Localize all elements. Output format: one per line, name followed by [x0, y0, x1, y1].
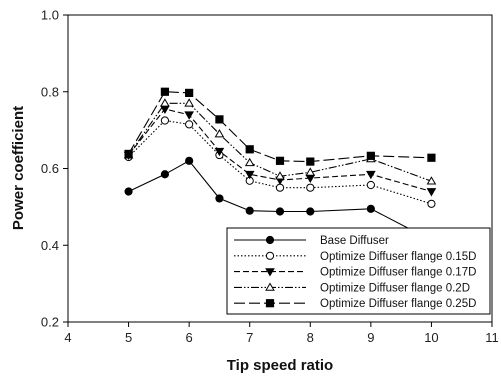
- legend-marker-1: [265, 251, 275, 260]
- data-point-s4-p4: [245, 145, 254, 154]
- legend: Base Diffuser Optimize Diffuser flange 0.…: [226, 227, 491, 315]
- legend-marker-4: [265, 299, 275, 308]
- y-tick-label: 0.8: [41, 84, 59, 99]
- data-point-s0-p6: [306, 207, 315, 216]
- y-tick-label: 1.0: [41, 8, 59, 23]
- data-point-s1-p8: [427, 199, 436, 208]
- data-point-s4-p2: [185, 88, 194, 98]
- data-point-s0-p4: [245, 206, 254, 215]
- x-axis-ticks: 4 5 6 7 8 9 10 11: [64, 322, 499, 345]
- data-point-s1-p1: [160, 116, 170, 125]
- data-point-s2-p3: [214, 147, 225, 157]
- data-point-s2-p4: [244, 170, 255, 180]
- legend-marker-0: [265, 235, 275, 245]
- data-point-s1-p5: [275, 183, 285, 192]
- x-tick-label: 6: [186, 330, 193, 345]
- data-point-s0-p0: [124, 187, 133, 196]
- data-point-s3-p6: [305, 167, 316, 176]
- series-line-4: [128, 91, 432, 163]
- legend-marker-3: [265, 282, 275, 291]
- data-point-s4-p6: [306, 157, 315, 166]
- data-point-s1-p7: [366, 180, 375, 190]
- data-point-s3-p1: [160, 98, 170, 107]
- x-tick-label: 10: [424, 330, 438, 345]
- data-point-s3-p2: [184, 98, 194, 107]
- y-tick-label: 0.4: [41, 238, 59, 253]
- data-point-s4-p7: [366, 151, 375, 160]
- y-axis-ticks: 0.2 0.4 0.6 0.8 1.0: [41, 8, 68, 330]
- data-point-s0-p5: [275, 207, 285, 216]
- data-point-s0-p7: [366, 204, 375, 213]
- data-point-s0-p1: [160, 170, 170, 179]
- x-tick-label: 4: [64, 330, 71, 345]
- data-point-s4-p1: [160, 87, 170, 96]
- data-point-s3-p4: [244, 157, 255, 167]
- legend-label-4: Optimize Diffuser flange 0.25D: [320, 298, 476, 310]
- data-point-s1-p2: [185, 120, 194, 129]
- data-point-s1-p6: [306, 183, 315, 192]
- x-tick-label: 7: [246, 330, 253, 345]
- legend-label-1: Optimize Diffuser flange 0.15D: [320, 251, 476, 263]
- data-point-s0-p2: [185, 156, 194, 165]
- x-tick-label: 8: [307, 330, 314, 345]
- data-point-s2-p7: [366, 170, 376, 180]
- data-point-s2-p8: [426, 188, 437, 197]
- data-point-s4-p8: [427, 153, 436, 162]
- data-point-s4-p0: [124, 149, 133, 159]
- y-axis-label: Power coefficient: [10, 106, 27, 230]
- x-tick-label: 11: [485, 330, 499, 345]
- legend-entries: Base Diffuser Optimize Diffuser flange 0.…: [234, 235, 476, 310]
- x-axis-label: Tip speed ratio: [227, 357, 333, 374]
- legend-label-3: Optimize Diffuser flange 0.2D: [320, 282, 470, 294]
- data-point-s3-p5: [275, 171, 285, 180]
- legend-marker-2: [265, 268, 275, 277]
- series-lines: [128, 91, 432, 241]
- data-point-s0-p3: [215, 194, 224, 203]
- legend-label-2: Optimize Diffuser flange 0.17D: [320, 267, 476, 279]
- data-point-s3-p3: [214, 129, 225, 138]
- x-tick-label: 5: [125, 330, 132, 345]
- data-point-s3-p8: [426, 176, 437, 185]
- data-point-s4-p5: [275, 156, 285, 165]
- series-markers: [123, 87, 437, 245]
- data-point-s4-p3: [215, 115, 224, 124]
- series-line-2: [128, 108, 432, 193]
- x-tick-label: 9: [367, 330, 374, 345]
- legend-label-0: Base Diffuser: [320, 235, 389, 247]
- data-point-s2-p2: [184, 111, 194, 120]
- plot-area: 4 5 6 7 8 9 10 11 0.2 0.4 0.6 0.8 1.0: [41, 8, 499, 346]
- y-tick-label: 0.6: [41, 161, 59, 176]
- y-tick-label: 0.2: [41, 315, 59, 330]
